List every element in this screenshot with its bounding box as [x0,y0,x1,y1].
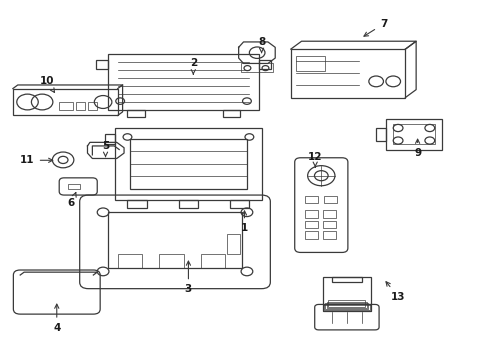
Text: 4: 4 [53,304,61,333]
Text: 3: 3 [184,261,192,294]
Bar [178,200,198,208]
Bar [200,254,224,268]
Text: 7: 7 [363,19,386,36]
Bar [290,49,405,98]
Bar [326,302,366,308]
Bar [322,305,370,311]
Text: 2: 2 [189,58,197,74]
Bar [295,56,325,71]
Bar [241,63,272,72]
Bar [13,89,118,116]
Bar [305,221,318,228]
Text: 9: 9 [413,139,420,158]
Bar [375,128,385,140]
Bar [229,200,249,208]
Bar [323,221,335,228]
Bar [127,200,147,208]
Bar [305,196,318,203]
Bar [328,301,365,307]
Bar [323,231,335,239]
Bar [322,277,370,311]
Bar [222,110,239,117]
Bar [130,139,246,189]
Bar [305,210,318,218]
Bar [104,134,115,144]
Bar [59,102,73,110]
Bar [259,60,271,69]
Bar [108,54,259,110]
Bar [68,184,80,189]
Text: 12: 12 [307,152,322,167]
Text: 13: 13 [385,282,405,302]
Bar [392,125,434,144]
Bar [227,234,239,253]
Text: 10: 10 [40,76,54,93]
Bar [324,304,369,310]
Text: 5: 5 [102,141,109,157]
Bar [323,210,335,218]
Bar [325,303,367,309]
Bar [108,212,242,268]
Text: 11: 11 [20,155,53,165]
Bar [96,60,108,69]
Text: 6: 6 [68,193,76,208]
Text: 8: 8 [257,37,264,53]
Bar [159,254,183,268]
Bar [127,110,144,117]
Bar [385,119,441,149]
Bar [324,196,336,203]
Bar [305,231,318,239]
Bar [331,277,361,282]
Bar [76,102,85,110]
Bar [118,254,142,268]
Bar [115,128,261,200]
Text: 1: 1 [241,211,247,233]
Bar [88,102,97,110]
